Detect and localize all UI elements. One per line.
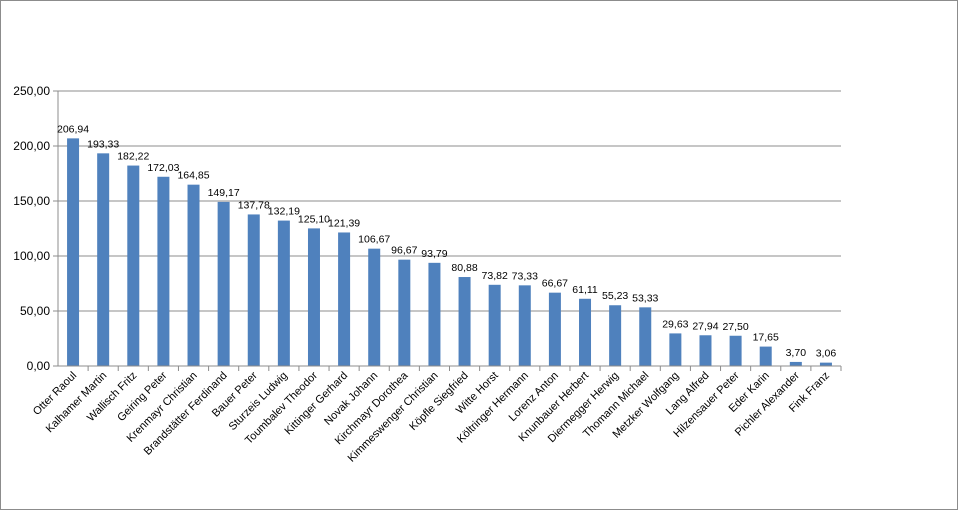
data-label: 172,03 <box>147 162 179 174</box>
bar <box>97 153 110 366</box>
data-label: 27,50 <box>722 321 748 333</box>
bar <box>428 262 441 366</box>
bar <box>699 335 712 366</box>
data-label: 132,19 <box>268 206 300 218</box>
data-label: 17,65 <box>753 332 779 344</box>
bar <box>307 228 320 366</box>
bar <box>157 176 170 366</box>
bar <box>518 285 531 366</box>
bar <box>127 165 140 366</box>
y-tick-label: 250,00 <box>13 84 50 98</box>
data-label: 164,85 <box>177 170 209 182</box>
bar <box>217 201 230 366</box>
bar <box>639 307 652 366</box>
data-label: 206,94 <box>57 123 89 135</box>
bar <box>729 335 742 366</box>
data-label: 3,70 <box>786 347 807 359</box>
data-label: 53,33 <box>632 292 658 304</box>
data-label: 182,22 <box>117 151 149 163</box>
bar <box>368 248 381 366</box>
bar <box>338 232 351 366</box>
data-label: 80,88 <box>451 262 477 274</box>
data-label: 193,33 <box>87 138 119 150</box>
data-label: 96,67 <box>391 245 417 257</box>
data-label: 55,23 <box>602 290 628 302</box>
data-label: 29,63 <box>662 318 688 330</box>
data-label: 3,06 <box>816 348 837 360</box>
bar <box>458 277 471 366</box>
bar <box>67 138 80 366</box>
y-tick-label: 0,00 <box>27 359 51 373</box>
data-label: 27,94 <box>692 320 718 332</box>
bar <box>247 214 260 366</box>
data-label: 73,82 <box>482 270 508 282</box>
y-tick-label: 50,00 <box>20 304 50 318</box>
data-label: 106,67 <box>358 234 390 246</box>
data-label: 61,11 <box>572 284 598 296</box>
y-tick-label: 100,00 <box>13 249 50 263</box>
bar <box>789 361 802 366</box>
data-label: 73,33 <box>512 270 538 282</box>
data-label: 149,17 <box>208 187 240 199</box>
data-label: 137,78 <box>238 199 270 211</box>
bar <box>548 292 561 366</box>
bar <box>488 284 501 366</box>
bar <box>277 220 290 366</box>
data-label: 93,79 <box>421 248 447 260</box>
data-label: 125,10 <box>298 213 330 225</box>
bar <box>669 333 682 366</box>
y-tick-label: 150,00 <box>13 194 50 208</box>
bar <box>759 346 772 366</box>
bar <box>187 184 200 366</box>
bar <box>609 305 622 366</box>
y-tick-label: 200,00 <box>13 139 50 153</box>
bar <box>398 259 411 366</box>
bar <box>579 298 592 366</box>
bar <box>819 362 832 366</box>
data-label: 66,67 <box>542 278 568 290</box>
data-label: 121,39 <box>328 217 360 229</box>
